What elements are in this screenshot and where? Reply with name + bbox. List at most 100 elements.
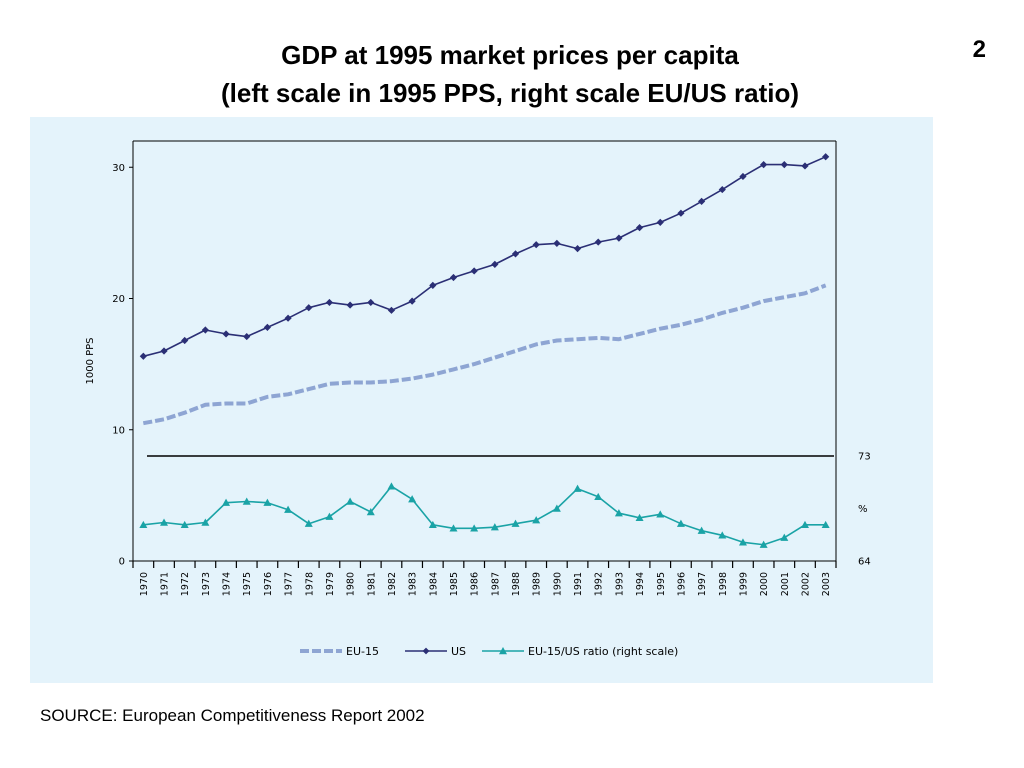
- y-tick-label: 0: [119, 557, 125, 568]
- legend-label: EU-15/US ratio (right scale): [528, 645, 678, 658]
- right-tick-label: 73: [858, 452, 871, 463]
- y-axis-label: 1000 PPS: [85, 337, 96, 384]
- data-point-ratio: [139, 520, 148, 529]
- x-tick-label: 1991: [573, 572, 584, 596]
- x-tick-label: 1978: [304, 572, 315, 596]
- data-point-ratio: [346, 497, 355, 505]
- data-point-ratio: [449, 524, 458, 532]
- data-point-us: [284, 314, 292, 322]
- data-point-ratio: [201, 518, 210, 526]
- data-point-ratio: [738, 538, 747, 546]
- data-point-ratio: [408, 495, 417, 503]
- data-point-ratio: [284, 505, 293, 513]
- data-point-us: [470, 267, 478, 275]
- x-tick-label: 1997: [697, 572, 708, 596]
- data-point-us: [511, 250, 520, 258]
- series-line-us: [143, 156, 827, 358]
- data-point-us: [367, 298, 375, 307]
- data-point-us: [532, 241, 540, 249]
- x-tick-label: 1992: [594, 572, 605, 596]
- x-tick-label: 1975: [242, 572, 253, 596]
- x-tick-label: 1984: [428, 572, 439, 596]
- x-tick-label: 1971: [160, 572, 171, 596]
- data-point-us: [305, 304, 313, 312]
- y-tick-label: 30: [112, 163, 125, 174]
- data-point-ratio: [800, 520, 809, 529]
- y-tick-label: 10: [112, 425, 125, 436]
- axes: 0 10 20 30 1000 PPS 73% 64 1970 1971 1972 1973 1974…: [85, 140, 871, 596]
- x-tick-label: 1986: [470, 572, 481, 596]
- series-layer: [139, 153, 830, 548]
- slide-number: 2: [972, 36, 986, 63]
- data-point-us: [491, 260, 499, 268]
- data-point-us: [429, 281, 437, 289]
- data-point-us: [822, 153, 830, 161]
- legend-marker-diamond: [422, 647, 430, 655]
- data-point-ratio: [594, 492, 603, 501]
- gdp-line-chart: 0 10 20 30 1000 PPS 73% 64 1970 1971 1972 1973 1974…: [85, 140, 871, 658]
- x-tick-label: 1990: [552, 572, 563, 596]
- series-line-eu15: [142, 283, 827, 426]
- legend-label: US: [451, 645, 466, 658]
- x-tick-label: 1977: [284, 572, 295, 596]
- x-tick-label: 2001: [780, 572, 791, 596]
- data-point-ratio: [304, 519, 313, 527]
- x-tick-label: 1987: [490, 572, 501, 596]
- data-point-us: [739, 172, 747, 181]
- x-tick-label: 2002: [800, 572, 811, 596]
- right-tick-label: %: [858, 504, 868, 515]
- data-point-us: [387, 306, 396, 314]
- data-point-ratio: [242, 497, 251, 505]
- data-point-ratio: [697, 526, 706, 534]
- data-point-us: [201, 326, 209, 334]
- data-point-us: [346, 301, 354, 309]
- data-point-us: [243, 332, 251, 341]
- data-point-ratio: [222, 498, 231, 506]
- data-point-us: [656, 218, 664, 226]
- y-tick-label: 20: [112, 294, 125, 305]
- legend-label: EU-15: [346, 645, 379, 658]
- data-point-us: [635, 224, 644, 232]
- slide-title-line1: GDP at 1995 market prices per capita: [281, 40, 739, 70]
- data-point-us: [718, 185, 726, 194]
- data-point-us: [139, 352, 147, 360]
- x-tick-label: 1979: [325, 572, 336, 596]
- chart-panel: 0 10 20 30 1000 PPS 73% 64 1970 1971 1972 1973 1974…: [30, 117, 933, 683]
- data-point-us: [573, 245, 582, 253]
- x-tick-label: 1980: [346, 572, 357, 596]
- data-point-ratio: [532, 516, 541, 524]
- data-point-ratio: [614, 509, 623, 517]
- data-point-us: [698, 197, 706, 205]
- data-point-ratio: [263, 498, 272, 506]
- slide-title-line2: (left scale in 1995 PPS, right scale EU/…: [221, 78, 799, 108]
- x-tick-label: 1973: [201, 572, 212, 596]
- data-point-ratio: [676, 519, 685, 527]
- x-tick-label: 1970: [139, 572, 150, 596]
- x-tick-label: 1983: [408, 572, 419, 596]
- x-tick-label: 1972: [180, 572, 191, 596]
- x-tick-label: 1993: [614, 572, 625, 596]
- data-point-us: [615, 234, 623, 242]
- data-point-ratio: [428, 520, 437, 529]
- x-tick-label: 1985: [449, 572, 460, 596]
- x-tick-label: 1982: [387, 572, 398, 596]
- data-point-us: [449, 273, 458, 282]
- data-point-ratio: [759, 540, 768, 548]
- data-point-ratio: [366, 508, 375, 516]
- x-tick-label: 2003: [821, 572, 832, 596]
- x-tick-label: 1995: [656, 572, 667, 596]
- data-point-us: [801, 162, 809, 170]
- data-point-ratio: [325, 512, 334, 520]
- data-point-ratio: [387, 482, 396, 490]
- data-point-us: [677, 209, 685, 217]
- data-point-us: [594, 238, 602, 246]
- data-point-ratio: [656, 510, 665, 518]
- x-tick-label: 2000: [759, 572, 770, 596]
- data-point-us: [760, 161, 768, 169]
- x-tick-label: 1974: [222, 572, 233, 596]
- legend-marker-triangle: [499, 647, 507, 655]
- legend: EU-15 US EU-15/US ratio (right scale): [300, 645, 678, 658]
- data-point-ratio: [470, 524, 479, 532]
- x-tick-label: 1988: [511, 572, 522, 596]
- source-note: SOURCE: European Competitiveness Report …: [40, 706, 425, 725]
